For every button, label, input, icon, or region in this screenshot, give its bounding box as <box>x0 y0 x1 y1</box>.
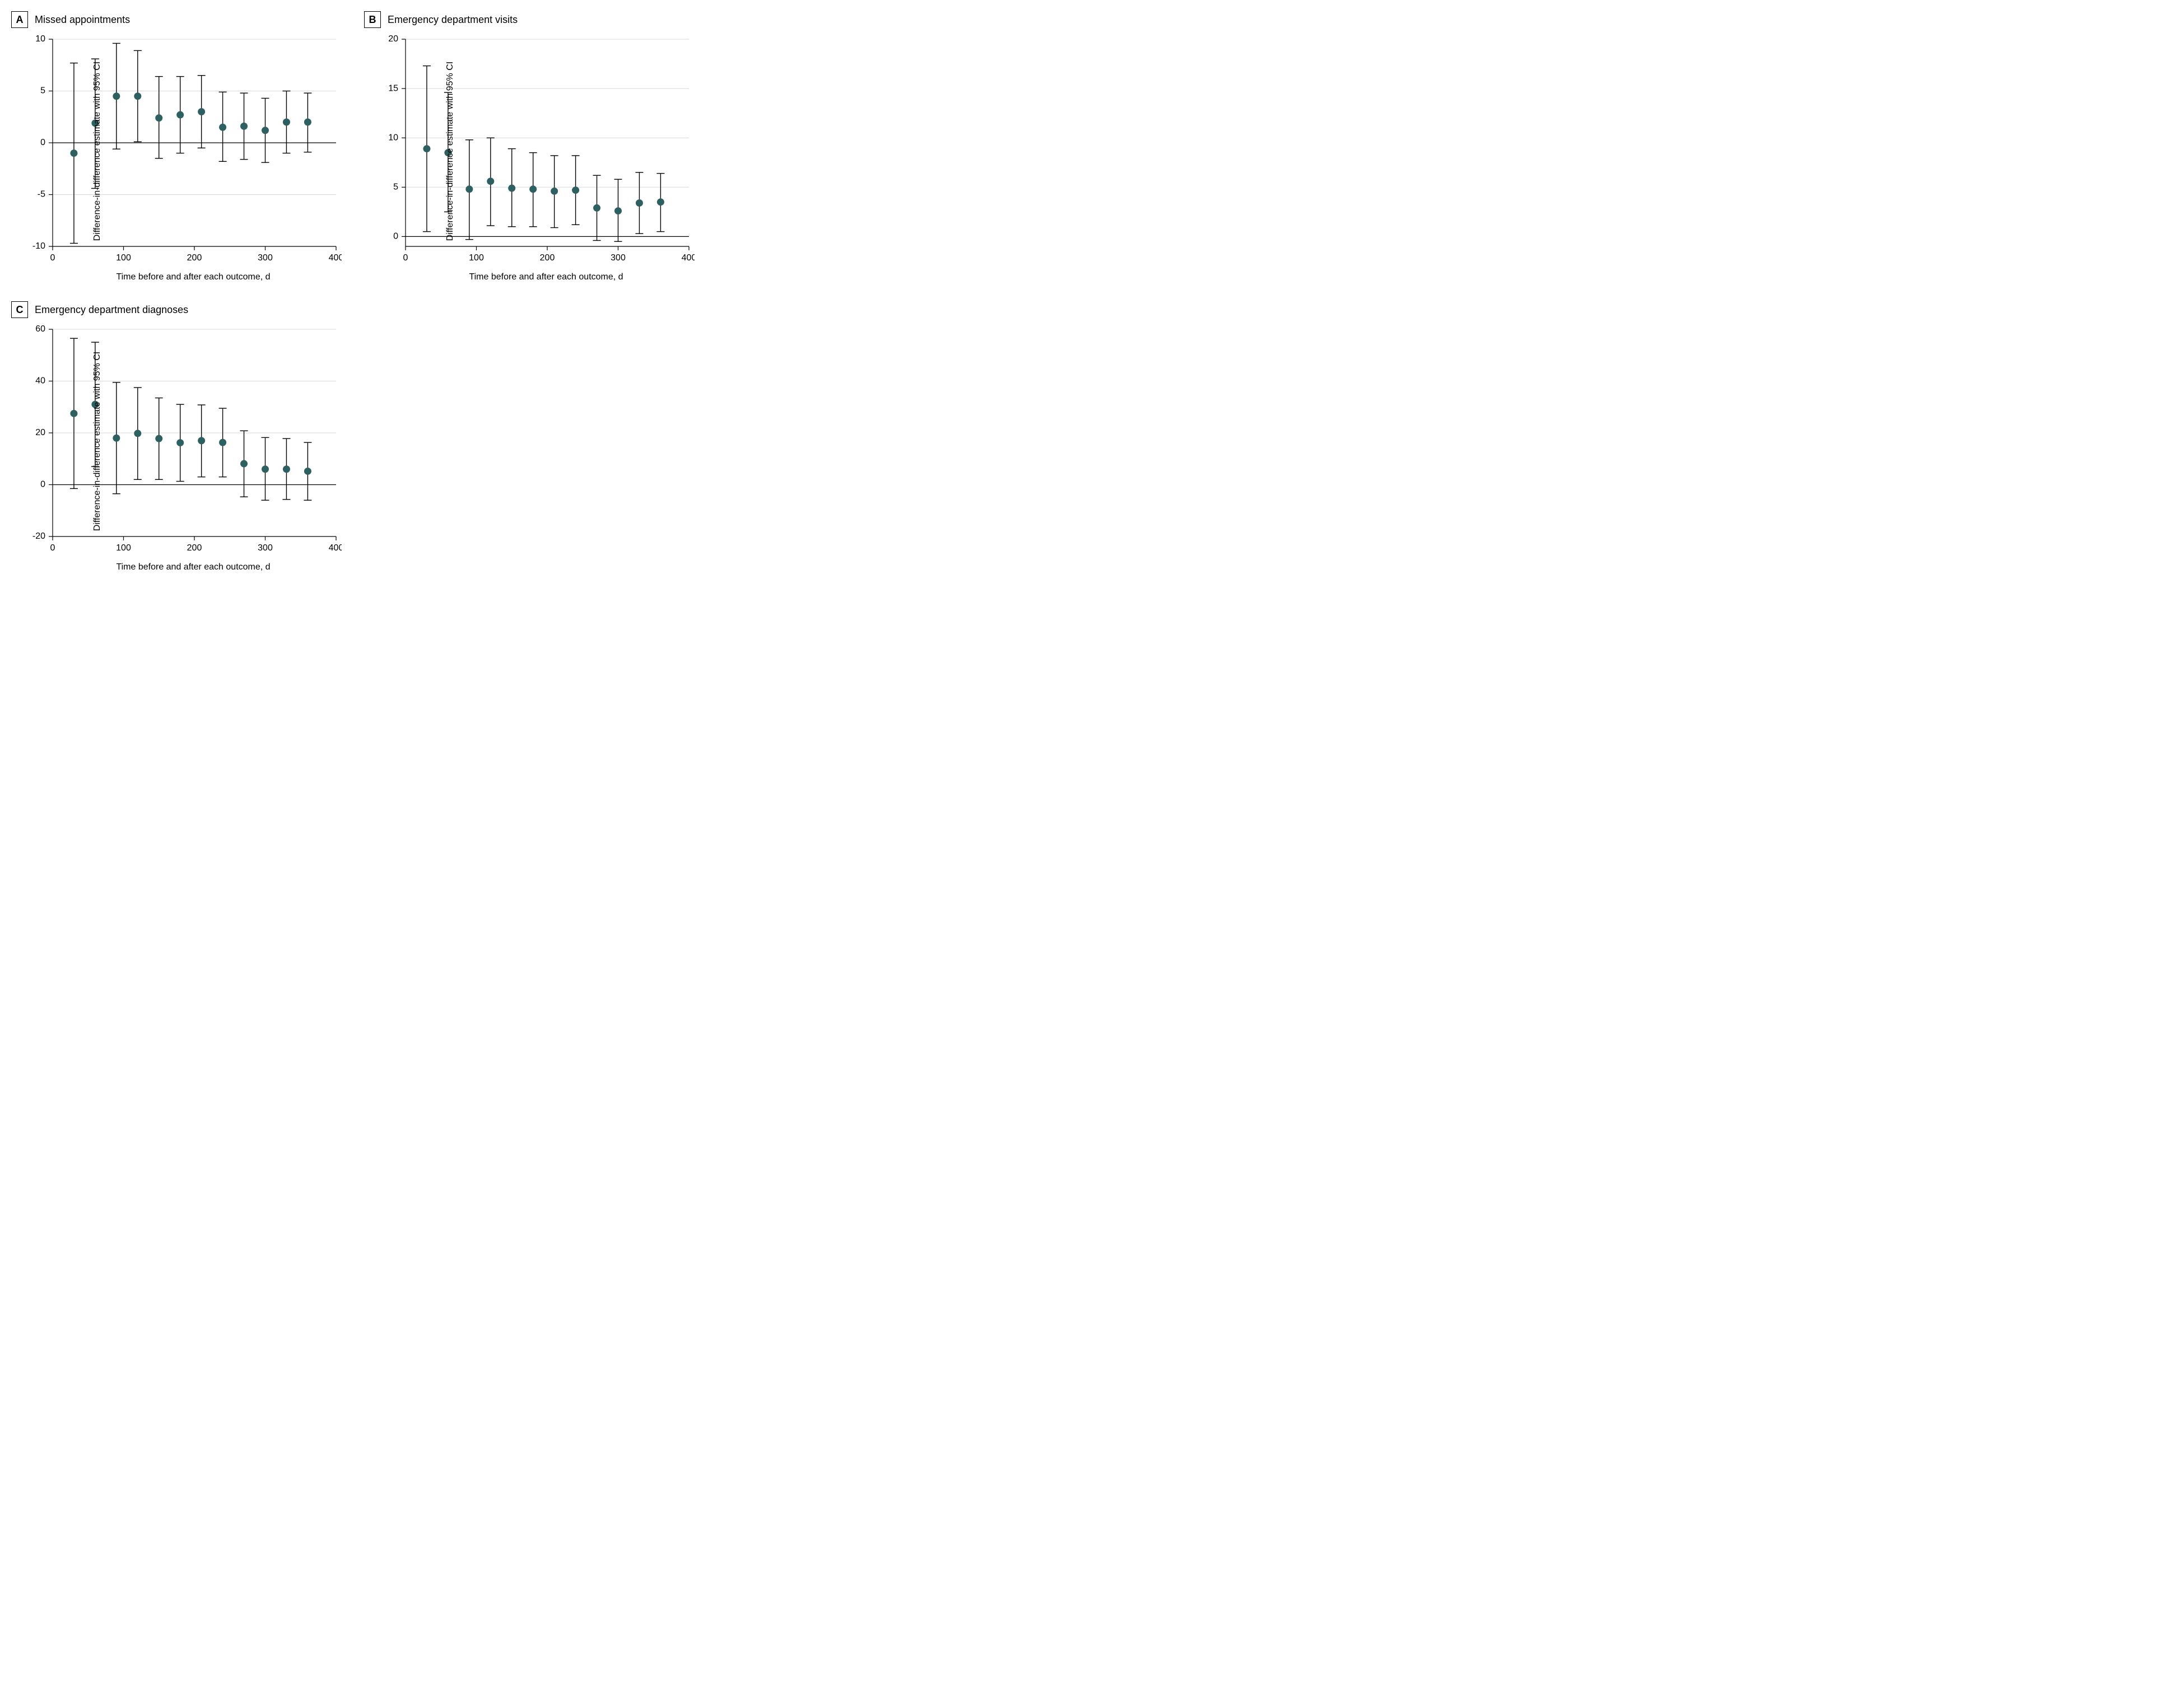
data-point <box>113 92 120 100</box>
x-tick-label: 100 <box>469 253 484 263</box>
data-point <box>198 108 205 115</box>
data-point <box>240 460 248 468</box>
data-point <box>262 127 269 134</box>
x-axis-label: Time before and after each outcome, d <box>398 272 695 282</box>
panel-letter-box: A <box>11 11 28 28</box>
y-axis-label: Difference-in-difference estimate with 9… <box>92 352 103 531</box>
y-tick-label: 0 <box>40 480 45 489</box>
figure-container: A Missed appointments Difference-in-diff… <box>0 0 706 595</box>
data-point <box>636 199 643 207</box>
x-tick-label: 200 <box>540 253 555 263</box>
data-point <box>70 150 77 157</box>
panel-header: A Missed appointments <box>11 11 342 28</box>
data-point <box>262 465 269 473</box>
chart-svg: 051015200100200300400 <box>364 34 695 269</box>
y-tick-label: -10 <box>32 241 45 251</box>
chart-c: Difference-in-difference estimate with 9… <box>11 324 342 559</box>
data-point <box>465 185 473 193</box>
data-point <box>134 92 141 100</box>
panel-a: A Missed appointments Difference-in-diff… <box>11 11 342 282</box>
data-point <box>572 186 579 194</box>
panel-title: Emergency department diagnoses <box>35 304 188 316</box>
y-tick-label: -5 <box>38 190 45 199</box>
x-axis-label: Time before and after each outcome, d <box>45 272 342 282</box>
data-point <box>176 439 184 446</box>
y-axis-label: Difference-in-difference estimate with 9… <box>92 62 103 241</box>
data-point <box>240 123 248 130</box>
panel-row-1: A Missed appointments Difference-in-diff… <box>11 11 695 282</box>
y-tick-label: 15 <box>388 83 398 93</box>
data-point <box>283 119 290 126</box>
data-point <box>487 178 494 185</box>
data-point <box>134 430 141 437</box>
data-point <box>423 145 430 152</box>
panel-c: C Emergency department diagnoses Differe… <box>11 301 342 572</box>
panel-letter-box: B <box>364 11 381 28</box>
data-point <box>614 207 622 214</box>
x-tick-label: 200 <box>187 543 202 553</box>
x-tick-label: 400 <box>682 253 695 263</box>
y-tick-label: 0 <box>393 232 398 241</box>
data-point <box>113 435 120 442</box>
y-axis-label: Difference-in-difference estimate with 9… <box>445 62 455 241</box>
data-point <box>176 111 184 119</box>
data-point <box>219 439 226 446</box>
data-point <box>508 185 515 192</box>
x-tick-label: 0 <box>403 253 408 263</box>
x-tick-label: 100 <box>116 543 131 553</box>
y-tick-label: 20 <box>388 34 398 44</box>
y-tick-label: 60 <box>35 324 45 334</box>
y-tick-label: 10 <box>35 34 45 44</box>
panel-row-2: C Emergency department diagnoses Differe… <box>11 301 695 572</box>
panel-title: Missed appointments <box>35 14 130 26</box>
x-tick-label: 300 <box>258 253 273 263</box>
data-point <box>304 468 311 475</box>
x-tick-label: 400 <box>329 543 342 553</box>
data-point <box>551 188 558 195</box>
data-point <box>593 204 600 212</box>
data-point <box>155 114 162 122</box>
chart-a: Difference-in-difference estimate with 9… <box>11 34 342 269</box>
data-point <box>198 437 205 444</box>
y-tick-label: 10 <box>388 133 398 142</box>
panel-letter-box: C <box>11 301 28 318</box>
data-point <box>283 465 290 473</box>
y-tick-label: 20 <box>35 428 45 437</box>
data-point <box>155 435 162 442</box>
x-tick-label: 200 <box>187 253 202 263</box>
data-point <box>657 198 664 206</box>
panel-header: C Emergency department diagnoses <box>11 301 342 318</box>
x-axis-label: Time before and after each outcome, d <box>45 562 342 572</box>
x-tick-label: 300 <box>611 253 626 263</box>
x-tick-label: 0 <box>50 253 55 263</box>
data-point <box>304 119 311 126</box>
panel-title: Emergency department visits <box>388 14 518 26</box>
y-tick-label: 40 <box>35 376 45 386</box>
chart-b: Difference-in-difference estimate with 9… <box>364 34 695 269</box>
chart-svg: -20 0 20 40 60 0 100 200 300 400 <box>11 324 342 559</box>
x-tick-label: 400 <box>329 253 342 263</box>
x-tick-label: 100 <box>116 253 131 263</box>
data-point <box>219 124 226 131</box>
data-point <box>529 185 537 193</box>
y-tick-label: -20 <box>32 531 45 541</box>
panel-header: B Emergency department visits <box>364 11 695 28</box>
y-tick-label: 5 <box>40 86 45 96</box>
panel-b: B Emergency department visits Difference… <box>364 11 695 282</box>
data-point <box>70 410 77 417</box>
x-tick-label: 300 <box>258 543 273 553</box>
chart-svg: -10-505100100200300400 <box>11 34 342 269</box>
y-tick-label: 0 <box>40 138 45 147</box>
y-tick-label: 5 <box>393 183 398 192</box>
x-tick-label: 0 <box>50 543 55 553</box>
